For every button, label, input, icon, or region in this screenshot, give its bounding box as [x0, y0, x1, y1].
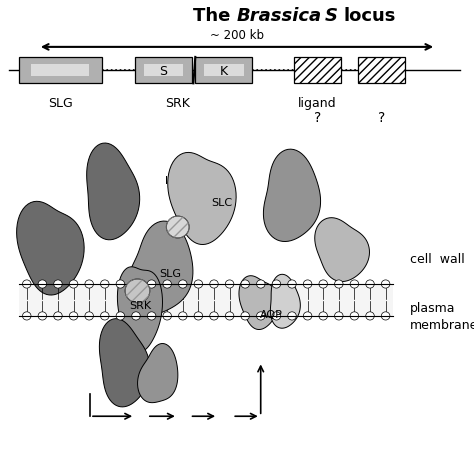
Text: The: The — [193, 7, 237, 25]
Text: SRK: SRK — [165, 97, 190, 110]
Circle shape — [85, 312, 93, 320]
Circle shape — [303, 280, 312, 288]
Bar — [195, 58, 252, 84]
Polygon shape — [137, 344, 178, 403]
Bar — [19, 284, 393, 316]
Polygon shape — [17, 202, 84, 295]
Text: ?: ? — [314, 111, 321, 125]
Polygon shape — [270, 275, 301, 329]
Circle shape — [22, 312, 31, 320]
Bar — [204, 65, 244, 77]
Polygon shape — [264, 150, 320, 242]
Circle shape — [147, 312, 156, 320]
Circle shape — [272, 312, 281, 320]
Circle shape — [100, 280, 109, 288]
Text: S: S — [160, 65, 167, 77]
Text: Brassica: Brassica — [237, 7, 322, 25]
Circle shape — [116, 280, 125, 288]
Circle shape — [54, 312, 62, 320]
Circle shape — [350, 280, 359, 288]
Text: AQP: AQP — [260, 309, 283, 319]
Text: SLG: SLG — [48, 97, 73, 110]
Circle shape — [241, 280, 249, 288]
Circle shape — [303, 312, 312, 320]
Circle shape — [288, 312, 296, 320]
Circle shape — [132, 280, 140, 288]
Circle shape — [69, 312, 78, 320]
Circle shape — [38, 312, 46, 320]
Circle shape — [210, 280, 218, 288]
Circle shape — [100, 312, 109, 320]
Circle shape — [147, 280, 156, 288]
Circle shape — [382, 280, 390, 288]
Circle shape — [319, 280, 328, 288]
Circle shape — [256, 280, 265, 288]
Circle shape — [241, 312, 249, 320]
Bar — [294, 58, 341, 84]
Polygon shape — [118, 267, 163, 352]
Text: ligand: ligand — [298, 97, 337, 110]
Circle shape — [210, 312, 218, 320]
Circle shape — [38, 280, 46, 288]
Circle shape — [272, 280, 281, 288]
Text: SRK: SRK — [129, 300, 151, 310]
Text: ?: ? — [378, 111, 385, 125]
Text: plasma
membrane: plasma membrane — [410, 301, 474, 331]
Circle shape — [54, 280, 62, 288]
Text: S: S — [325, 7, 337, 25]
Circle shape — [225, 280, 234, 288]
Text: ligand: ligand — [165, 176, 200, 212]
Circle shape — [366, 280, 374, 288]
Polygon shape — [168, 153, 236, 245]
Circle shape — [125, 279, 150, 303]
Circle shape — [382, 312, 390, 320]
Circle shape — [288, 280, 296, 288]
Circle shape — [335, 312, 343, 320]
Circle shape — [85, 280, 93, 288]
Circle shape — [166, 217, 189, 238]
Bar — [19, 58, 102, 84]
Polygon shape — [100, 319, 150, 407]
Circle shape — [163, 312, 172, 320]
Circle shape — [179, 280, 187, 288]
Circle shape — [319, 312, 328, 320]
Circle shape — [366, 312, 374, 320]
Circle shape — [22, 280, 31, 288]
Text: locus: locus — [344, 7, 396, 25]
Text: ~ 200 kb: ~ 200 kb — [210, 29, 264, 42]
Circle shape — [194, 312, 203, 320]
Polygon shape — [87, 144, 140, 240]
Polygon shape — [239, 276, 278, 330]
Circle shape — [116, 312, 125, 320]
Text: SLC: SLC — [211, 197, 232, 207]
Text: SLG: SLG — [160, 268, 182, 278]
Bar — [144, 65, 183, 77]
Circle shape — [163, 280, 172, 288]
Text: K: K — [219, 65, 228, 77]
Circle shape — [132, 312, 140, 320]
Polygon shape — [128, 222, 193, 315]
Bar — [358, 58, 405, 84]
Circle shape — [194, 280, 203, 288]
Circle shape — [335, 280, 343, 288]
Text: cell  wall: cell wall — [410, 253, 465, 266]
Bar — [135, 58, 192, 84]
Circle shape — [69, 280, 78, 288]
Circle shape — [256, 312, 265, 320]
Polygon shape — [315, 218, 370, 282]
Circle shape — [225, 312, 234, 320]
Bar — [31, 65, 90, 77]
Circle shape — [350, 312, 359, 320]
Circle shape — [179, 312, 187, 320]
